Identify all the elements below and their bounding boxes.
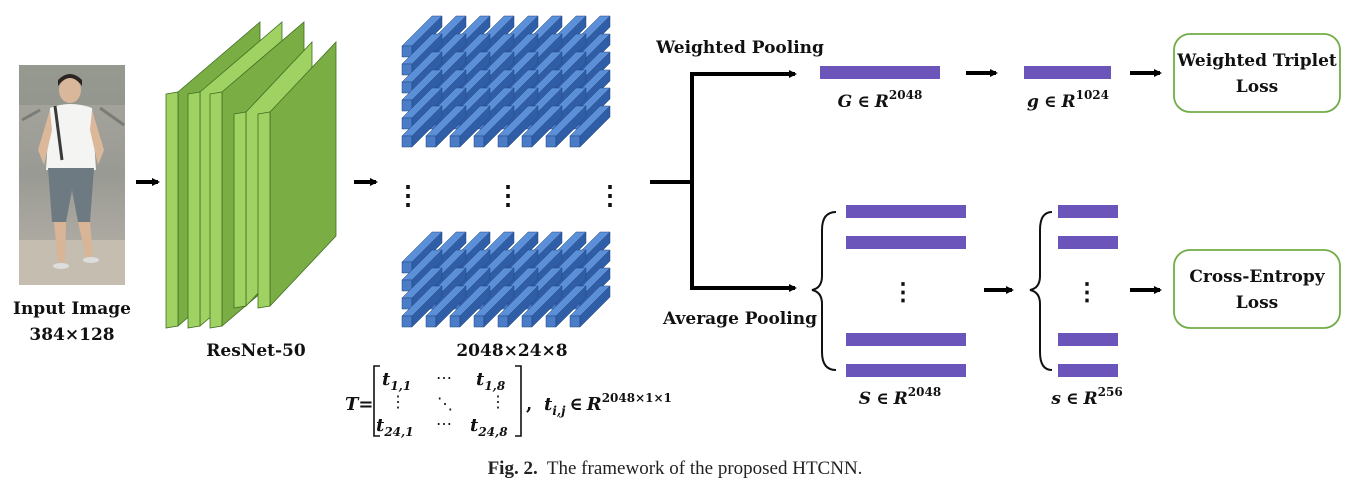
global-vector-G — [820, 66, 940, 79]
feature-bar-front — [401, 315, 413, 328]
tensor-matrix-definition: T= t1,1 ⋯ t1,8 ⋮ ⋱ ⋮ t24,1 ⋯ t24,8 , ti,… — [345, 365, 672, 439]
cross-entropy-loss-line2: Loss — [1236, 293, 1278, 313]
matrix-t11: t1,1 — [382, 369, 411, 393]
feature-bar-side — [483, 285, 515, 328]
resnet-slab-front — [209, 91, 223, 329]
figure-caption-text: The framework of the proposed HTCNN. — [546, 458, 863, 479]
feature-bar-side — [531, 105, 563, 148]
local-vector-stripe — [1058, 364, 1118, 377]
weighted-triplet-loss-box — [1173, 33, 1341, 113]
local-vector-stripe — [846, 333, 966, 346]
featuremap-label: 2048×24×8 — [456, 341, 567, 361]
feature-bar-side — [459, 285, 491, 328]
input-image-label: Input Image — [13, 299, 131, 319]
feature-bar-front — [473, 135, 485, 148]
matrix-element-definition: ti,j ∈ R2048×1×1 — [544, 391, 672, 418]
local-vectors-s — [1058, 205, 1118, 377]
cross-entropy-loss-line1: Cross-Entropy — [1189, 267, 1325, 287]
input-image-size: 384×128 — [29, 325, 114, 345]
feature-map-tensor — [401, 15, 611, 328]
feature-bar-side — [507, 285, 539, 328]
global-vector-g-label: g ∈ R1024 — [1027, 88, 1109, 112]
local-vector-stripe — [1058, 205, 1118, 218]
weighted-triplet-loss-line2: Loss — [1236, 77, 1278, 97]
cross-entropy-loss-box — [1173, 249, 1341, 329]
local-vector-stripe — [846, 205, 966, 218]
resnet-50-block — [165, 21, 337, 329]
local-S-brace — [811, 211, 837, 371]
diagram-canvas: Input Image 384×128 ResNet-50 ⋮ ⋮ ⋮ 2048… — [13, 15, 1341, 439]
global-vector-g — [1024, 66, 1111, 79]
featuremap-vdots-right: ⋮ — [597, 181, 623, 211]
feature-bar-side — [411, 285, 443, 328]
feature-bar-front — [569, 135, 581, 148]
feature-bar-front — [545, 315, 557, 328]
matrix-col1-vdots: ⋮ — [390, 392, 406, 411]
feature-bar-side — [531, 285, 563, 328]
local-vector-s-label: s ∈ R256 — [1050, 385, 1122, 409]
branch-connector — [650, 70, 797, 292]
feature-bar-side — [459, 105, 491, 148]
input-image — [19, 65, 125, 285]
figure-caption: Fig. 2. The framework of the proposed HT… — [0, 458, 1350, 480]
feature-bar-side — [411, 105, 443, 148]
feature-bar-side — [579, 105, 611, 148]
local-s-brace — [1029, 211, 1053, 371]
matrix-t18: t1,8 — [476, 369, 506, 393]
matrix-right-bracket — [515, 365, 522, 437]
resnet-slab-front — [165, 91, 179, 329]
local-s-vdots: ⋮ — [1075, 277, 1099, 306]
matrix-t248: t24,8 — [470, 415, 508, 439]
average-pooling-label: Average Pooling — [662, 309, 817, 329]
local-vector-stripe — [1058, 236, 1118, 249]
local-vector-stripe — [1058, 333, 1118, 346]
feature-bar-front — [497, 315, 509, 328]
resnet-slab-front — [257, 111, 271, 309]
feature-bar-front — [473, 315, 485, 328]
feature-bar-front — [497, 135, 509, 148]
feature-bar-side — [483, 105, 515, 148]
matrix-comma: , — [526, 394, 532, 415]
feature-bar-front — [425, 315, 437, 328]
feature-bar-front — [545, 135, 557, 148]
local-vector-stripe — [846, 364, 966, 377]
figure-caption-prefix: Fig. 2. — [487, 458, 538, 479]
feature-bar-side — [507, 105, 539, 148]
global-vector-G-label: G ∈ R2048 — [838, 88, 923, 112]
resnet-slab-front — [233, 111, 247, 309]
local-vectors-S — [846, 205, 966, 377]
feature-bar-front — [521, 315, 533, 328]
feature-bar-side — [555, 105, 587, 148]
local-S-vdots: ⋮ — [891, 277, 915, 306]
matrix-row1-hdots: ⋯ — [436, 368, 452, 387]
feature-bar-front — [449, 135, 461, 148]
matrix-row24-hdots: ⋯ — [436, 414, 452, 433]
matrix-lhs: T= — [345, 394, 373, 415]
feature-bar-side — [435, 105, 467, 148]
matrix-ddots: ⋱ — [437, 394, 453, 413]
feature-bar-side — [435, 285, 467, 328]
weighted-pooling-label: Weighted Pooling — [655, 38, 824, 58]
local-vector-S-label: S ∈ R2048 — [859, 385, 941, 409]
feature-bar-front — [521, 135, 533, 148]
resnet-label: ResNet-50 — [206, 341, 306, 361]
featuremap-vdots-left: ⋮ — [395, 181, 421, 211]
weighted-triplet-loss-line1: Weighted Triplet — [1176, 51, 1337, 71]
local-vector-stripe — [846, 236, 966, 249]
feature-bar-side — [579, 285, 611, 328]
feature-bar-front — [569, 315, 581, 328]
feature-bar-front — [425, 135, 437, 148]
matrix-t241: t24,1 — [376, 415, 414, 439]
feature-bar-front — [401, 135, 413, 148]
matrix-col8-vdots: ⋮ — [490, 392, 506, 411]
feature-bar-side — [555, 285, 587, 328]
feature-bar-front — [449, 315, 461, 328]
resnet-slab-front — [187, 91, 201, 329]
featuremap-vdots-middle: ⋮ — [495, 181, 521, 211]
matrix-left-bracket — [373, 365, 380, 437]
